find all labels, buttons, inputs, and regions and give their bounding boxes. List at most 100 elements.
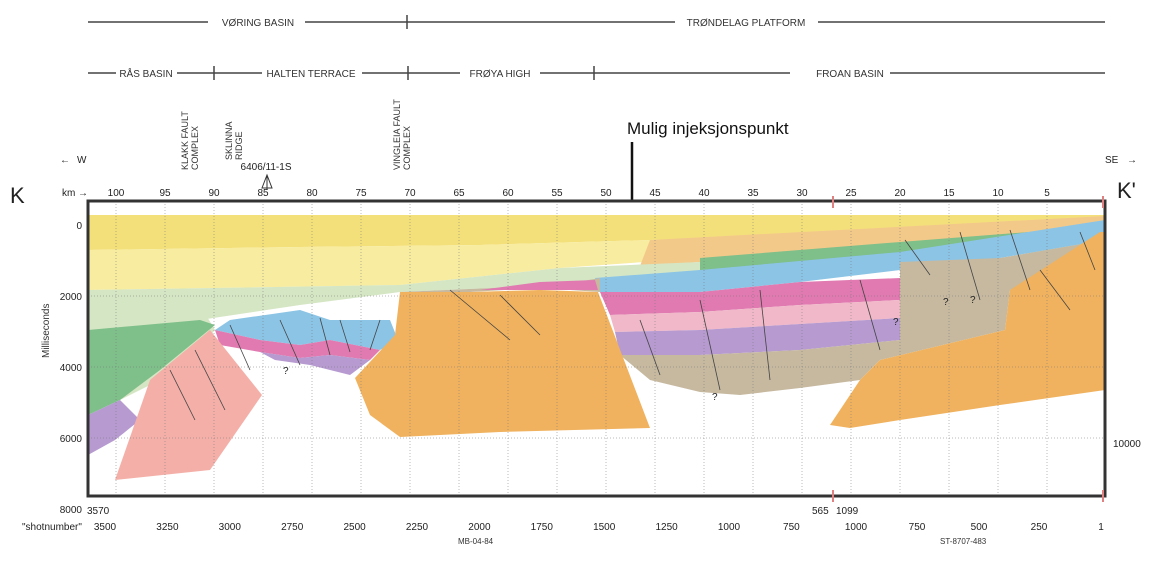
svg-text:?: ? [943, 297, 949, 308]
svg-text:?: ? [970, 295, 976, 306]
voring-basin-label: VØRING BASIN [222, 18, 294, 29]
km-tick-label: 5 [1044, 188, 1050, 199]
well-label: 6406/11-1S [241, 162, 292, 173]
layer-tan-east [620, 240, 1105, 395]
km-tick-label: 30 [796, 188, 808, 199]
layer-purple-west [88, 400, 140, 455]
shot-tick-label: 2500 [343, 522, 366, 533]
section-end-label: K' [1117, 178, 1136, 203]
shot-tick-label: 1000 [718, 522, 741, 533]
line-name-east: ST-8707-483 [940, 537, 987, 546]
km-tick-label: 55 [551, 188, 563, 199]
basement-east [830, 232, 1105, 428]
shot-tick-label: 2250 [406, 522, 429, 533]
section-body: ? ? ? ? ? [86, 199, 1107, 498]
province-header-top: VØRING BASIN TRØNDELAG PLATFORM [88, 15, 1105, 29]
km-tick-label: 100 [108, 188, 125, 199]
shot-tick-label: 2750 [281, 522, 304, 533]
sklinna-label-2: RIDGE [234, 131, 244, 160]
well-icon [261, 173, 273, 190]
shot-tick-label: 1000 [845, 522, 868, 533]
y-axis-title: Milliseconds [41, 304, 52, 358]
shot-tick-label: 3500 [94, 522, 117, 533]
y-tick-label: 2000 [60, 292, 83, 303]
klakk-fault-label-1: KLAKK FAULT [180, 111, 190, 170]
km-tick-label: 35 [747, 188, 759, 199]
shot-tick-label: 250 [1031, 522, 1048, 533]
injection-point-annotation: Mulig injeksjonspunkt [627, 119, 789, 138]
km-tick-label: 85 [257, 188, 269, 199]
layer-purple-east [615, 318, 900, 355]
uncertainty-marks: ? ? ? ? ? [283, 295, 976, 403]
shotnumber-label: "shotnumber" [22, 522, 82, 533]
km-tick-label: 95 [159, 188, 171, 199]
shot-tick-label: 750 [783, 522, 800, 533]
svg-text:?: ? [283, 366, 289, 377]
shot-mid-label-2: 1099 [836, 506, 859, 517]
arrow-right-icon: → [1127, 155, 1137, 166]
west-label: W [77, 155, 87, 166]
svg-text:?: ? [712, 392, 718, 403]
vingleia-label-2: COMPLEX [402, 126, 412, 170]
layer-blue-east [595, 220, 1105, 292]
km-tick-label: 25 [845, 188, 857, 199]
shot-tick-label: 500 [971, 522, 988, 533]
km-tick-label: 80 [306, 188, 318, 199]
shot-mid-label-1: 565 [812, 506, 829, 517]
grid-lines [88, 201, 1105, 496]
km-label: km [62, 188, 75, 199]
shot-tick-label: 1500 [593, 522, 616, 533]
km-tick-label: 65 [453, 188, 465, 199]
shot-tick-label: 1750 [531, 522, 554, 533]
km-tick-label: 75 [355, 188, 367, 199]
sklinna-label-1: SKLINNA [224, 121, 234, 160]
direction-east: SE → [1105, 155, 1137, 166]
basement-central [355, 290, 650, 437]
km-tick-label: 45 [649, 188, 661, 199]
halten-terrace-label: HALTEN TERRACE [266, 69, 355, 80]
layer-yellow [88, 215, 1105, 250]
km-tick-label: 20 [894, 188, 906, 199]
y-tick-label: 4000 [60, 363, 83, 374]
svg-text:?: ? [893, 317, 899, 328]
layer-pink-east [610, 300, 900, 332]
layer-magenta-east [600, 278, 900, 315]
shot-start-label: 3570 [87, 506, 110, 517]
y-tick-label: 6000 [60, 434, 83, 445]
shot-axis: 3570 565 1099 "shotnumber" 3500 3250 3000 2… [22, 196, 1104, 546]
basement-west [115, 330, 262, 480]
y-tick-label: 0 [76, 221, 82, 232]
right-depth-label: 10000 [1113, 439, 1141, 450]
layer-green [88, 320, 215, 415]
arrow-left-icon: ← [60, 155, 70, 166]
direction-west: ← W [60, 155, 87, 166]
section-start-label: K [10, 183, 25, 208]
km-tick-label: 50 [600, 188, 612, 199]
line-name-west: MB-04-84 [458, 537, 494, 546]
shot-tick-label: 750 [909, 522, 926, 533]
layer-blue-halten [215, 310, 398, 350]
shot-tick-label: 3250 [156, 522, 179, 533]
y-axis: Milliseconds 0 2000 4000 6000 8000 10000 [41, 221, 1141, 516]
km-tick-label: 15 [943, 188, 955, 199]
layer-magenta-halten [215, 330, 380, 360]
km-axis: km → 100 95 90 85 80 75 70 65 60 55 50 45 40 35 30 25 20… [62, 188, 1050, 199]
vingleia-label-1: VINGLEIA FAULT [392, 99, 402, 170]
arrow-right-icon: → [78, 188, 88, 199]
km-tick-label: 60 [502, 188, 514, 199]
structure-labels: KLAKK FAULT COMPLEX SKLINNA RIDGE VINGLE… [180, 99, 412, 190]
km-tick-label: 40 [698, 188, 710, 199]
shot-tick-label: 1250 [655, 522, 678, 533]
klakk-fault-label-2: COMPLEX [190, 126, 200, 170]
province-header-second: RÅS BASIN HALTEN TERRACE FRØYA HIGH FROA… [88, 66, 1105, 80]
y-tick-label: 8000 [60, 505, 83, 516]
fault-lines [169, 229, 1096, 421]
froan-basin-label: FROAN BASIN [816, 69, 884, 80]
trondelag-platform-label: TRØNDELAG PLATFORM [687, 18, 806, 29]
shot-tick-label: 1 [1098, 522, 1104, 533]
km-tick-label: 90 [208, 188, 220, 199]
km-tick-label: 70 [404, 188, 416, 199]
shot-tick-label: 3000 [219, 522, 242, 533]
shot-tick-label: 2000 [468, 522, 491, 533]
